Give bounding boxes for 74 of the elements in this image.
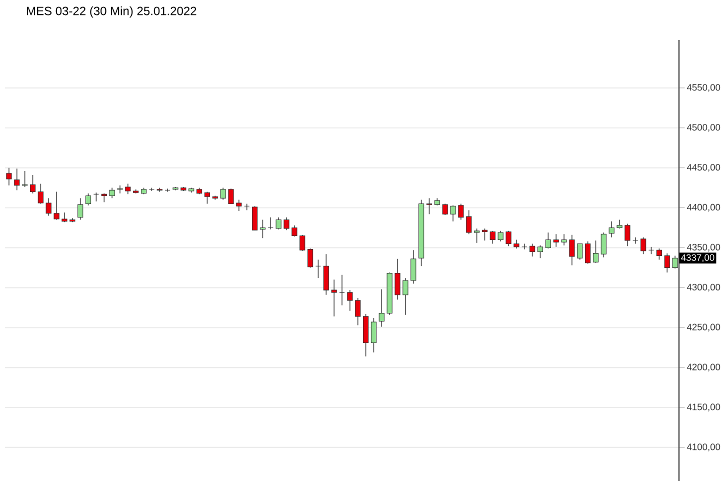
text: 4337,00	[681, 254, 714, 262]
candlestick	[315, 259, 322, 278]
candlestick	[569, 234, 575, 266]
candlestick	[624, 223, 630, 247]
candlestick	[632, 236, 638, 244]
candlestick	[537, 244, 544, 258]
candlestick	[339, 274, 345, 306]
candlestick	[608, 220, 614, 238]
candlestick	[85, 192, 92, 206]
candlestick	[577, 243, 583, 260]
candlestick	[78, 198, 84, 220]
candlestick	[125, 183, 131, 195]
candlestick	[450, 204, 456, 222]
y-tick-label: 4100,00	[686, 444, 720, 452]
candlestick	[545, 232, 551, 249]
candlestick	[6, 167, 12, 186]
candlestick	[260, 219, 266, 239]
candlestick	[664, 252, 670, 273]
y-tick-label: 4150,00	[686, 404, 720, 412]
candlestick	[220, 187, 226, 200]
candlestick	[482, 228, 488, 241]
candlestick	[498, 230, 504, 242]
candlestick	[14, 168, 20, 191]
candlestick	[300, 234, 306, 252]
candlestick	[46, 198, 52, 216]
candlestick	[54, 191, 60, 220]
y-tick-label: 4450,00	[686, 164, 720, 172]
candlestick	[347, 290, 353, 312]
candlestick	[530, 243, 536, 257]
candlestick	[592, 240, 599, 264]
candlestick	[164, 188, 170, 192]
candlestick	[236, 199, 242, 212]
candlestick	[30, 174, 36, 194]
candlestick	[323, 254, 329, 296]
chart-title: MES 03-22 (30 Min) 25.01.2022	[27, 6, 196, 18]
candlestick	[656, 248, 662, 260]
candlestick	[62, 212, 68, 223]
candlestick	[402, 278, 408, 316]
candlestick	[252, 206, 258, 231]
candlestick	[307, 248, 314, 268]
candlestick	[490, 230, 496, 244]
candlestick	[378, 288, 384, 328]
candlestick	[426, 198, 432, 215]
y-tick-label: 4200,00	[686, 364, 720, 372]
y-tick-label: 4500,00	[686, 124, 720, 132]
candlestick	[284, 216, 290, 231]
candlestick	[394, 258, 400, 300]
candlestick	[561, 234, 567, 246]
candlestick	[204, 191, 210, 204]
y-tick-label: 4250,00	[686, 324, 720, 332]
candlestick	[474, 228, 480, 244]
y-tick-label: 4300,00	[686, 284, 720, 292]
candlestick	[331, 279, 337, 317]
candlestick	[292, 224, 298, 237]
candlestick	[466, 210, 472, 235]
candlestick	[228, 188, 234, 204]
y-tick-label: 4350,00	[686, 244, 720, 252]
candlestick	[458, 203, 464, 220]
candlestick	[640, 236, 646, 255]
y-tick-label: 4400,00	[686, 204, 720, 212]
candlestick	[585, 240, 591, 264]
candlestick	[38, 183, 44, 204]
candlestick	[522, 243, 528, 250]
candlestick	[355, 298, 361, 326]
candlestick	[553, 234, 559, 248]
candlestick	[276, 216, 282, 230]
y-tick-label: 4550,00	[686, 84, 720, 92]
candlestick	[370, 318, 377, 353]
candlestick	[268, 216, 274, 230]
candlestick	[506, 230, 512, 247]
candlestick	[410, 250, 416, 284]
candlestick	[101, 192, 107, 203]
candlestick	[600, 232, 606, 258]
candlestick	[109, 187, 115, 199]
